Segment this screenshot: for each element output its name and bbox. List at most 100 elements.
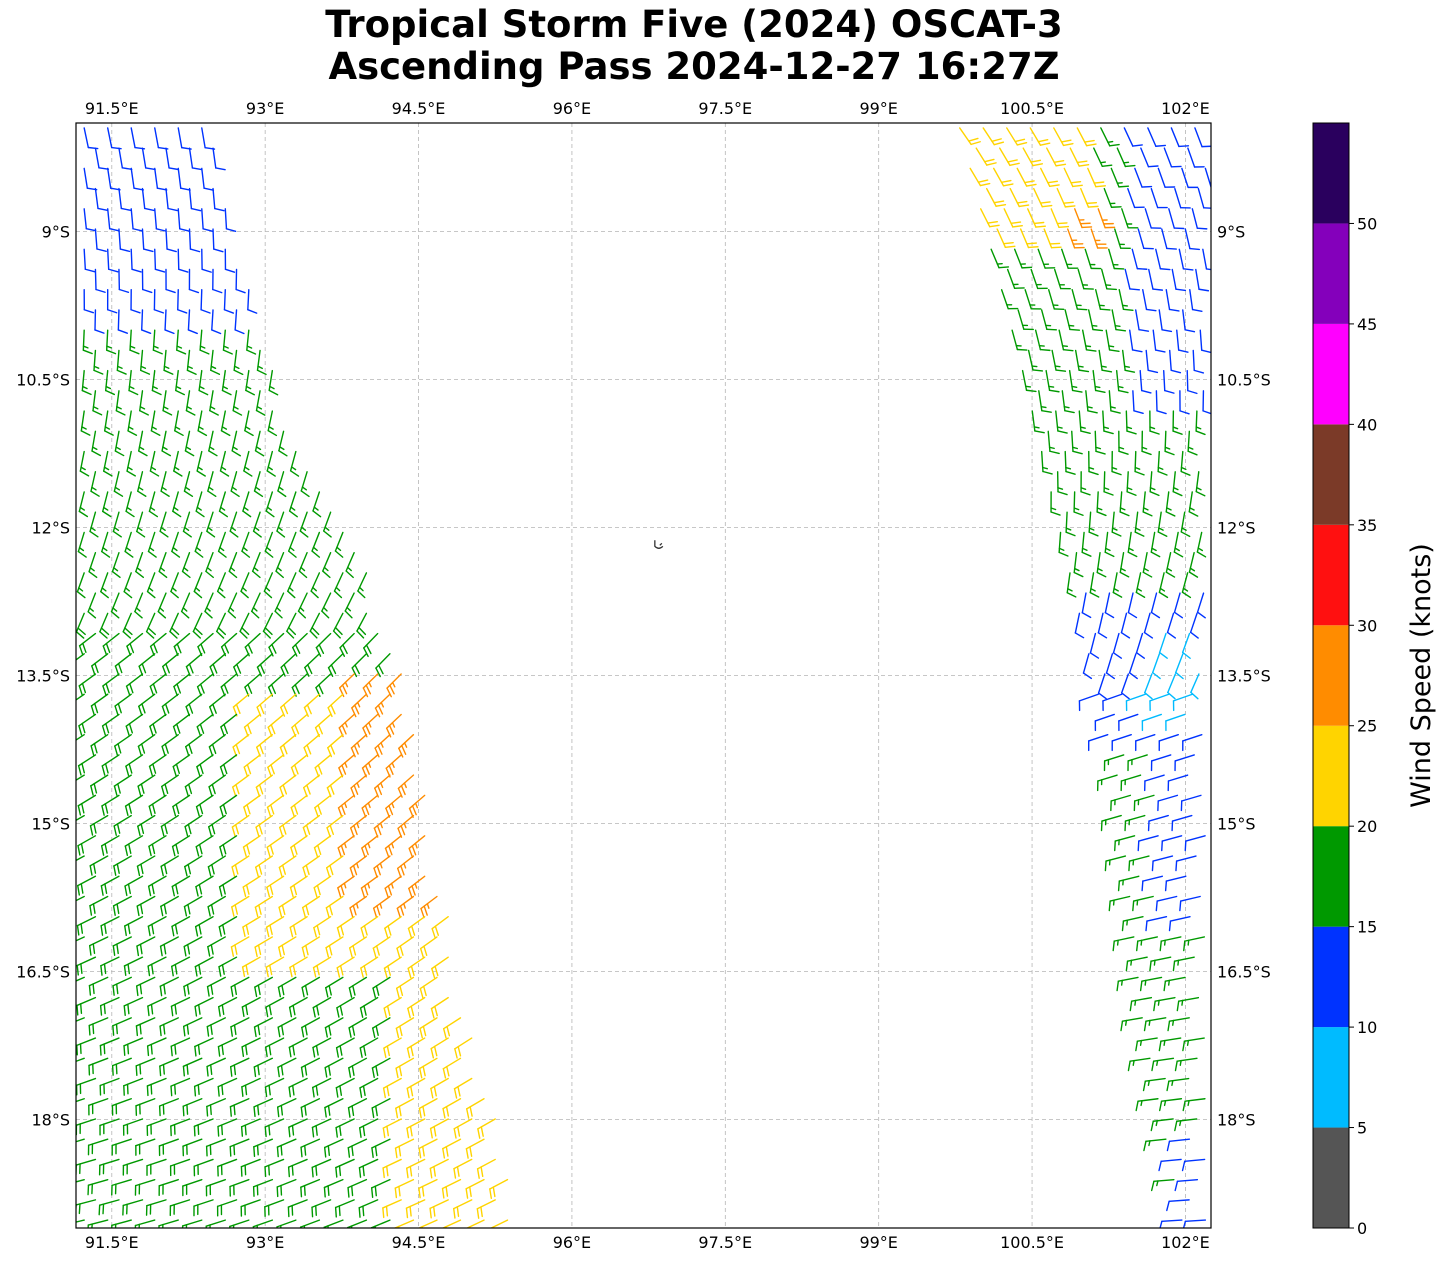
wind-barb (103, 450, 113, 477)
wind-barb (256, 349, 267, 376)
wind-barb (112, 1017, 132, 1036)
wind-barb (218, 491, 228, 518)
wind-barb (229, 1219, 250, 1228)
wind-barb (1121, 208, 1139, 229)
wind-barb (1105, 653, 1115, 680)
wind-barb (301, 1017, 321, 1038)
wind-barb (113, 774, 132, 796)
wind-barb (1096, 774, 1118, 792)
wind-barb (194, 1037, 214, 1057)
wind-barb (311, 1158, 332, 1178)
wind-barb (1047, 289, 1065, 310)
wind-barb (264, 1118, 285, 1138)
wind-barb (240, 1158, 261, 1177)
wind-barb (183, 471, 194, 497)
wind-barb (1158, 632, 1168, 659)
wind-barb (255, 390, 266, 416)
map-frame (75, 122, 1212, 1229)
wind-barb (1155, 895, 1178, 912)
wind-barb (230, 1017, 250, 1037)
wind-barb (117, 309, 128, 334)
wind-barb (278, 430, 288, 457)
wind-barb (231, 430, 241, 457)
wind-barb (1073, 551, 1084, 578)
wind-barb (239, 612, 250, 639)
wind-barb (160, 471, 170, 497)
wind-barb (1133, 794, 1155, 812)
wind-barb (1053, 127, 1074, 147)
wind-barb (335, 1077, 355, 1098)
wind-barb (442, 1138, 462, 1159)
wind-barb (1181, 572, 1192, 599)
wind-barb (135, 976, 156, 997)
wind-barb (1199, 329, 1211, 354)
wind-barb (78, 491, 89, 518)
wind-barb (76, 855, 85, 862)
lon-ticks-top: 91.5°E 93°E 94.5°E 96°E 97.5°E 99°E 100.5°E 102… (85, 99, 1210, 118)
wind-barb (265, 956, 285, 978)
wind-barb (218, 996, 238, 1017)
wind-barb (89, 814, 109, 836)
wind-barb (220, 713, 238, 737)
wind-barb (264, 1077, 285, 1098)
wind-barb (212, 187, 225, 212)
wind-barb (76, 1199, 97, 1215)
wind-barb (183, 976, 203, 997)
wind-barb (242, 916, 261, 938)
wind-barb (1168, 916, 1191, 932)
wind-barb (431, 956, 449, 979)
wind-barb (217, 1037, 238, 1057)
wind-barb (251, 551, 261, 579)
wind-barb (1040, 167, 1060, 187)
wind-barb (1104, 855, 1127, 872)
wind-barb (182, 1138, 203, 1157)
wind-barb (1088, 511, 1099, 537)
wind-barb (1142, 551, 1153, 578)
wind-barb (83, 289, 95, 314)
wind-barb (993, 167, 1014, 187)
wind-barb (1190, 673, 1200, 700)
wind-barb (149, 450, 160, 477)
wind-barb (1151, 855, 1174, 872)
wind-barb (349, 814, 368, 838)
wind-barb (169, 612, 180, 639)
wind-barb (151, 369, 162, 396)
wind-barb (334, 1199, 355, 1218)
wind-barb (252, 511, 262, 538)
wind-barb (300, 1178, 321, 1198)
wind-barb (1165, 713, 1186, 732)
colorbar-segment (1313, 1127, 1349, 1228)
wind-barb (1150, 592, 1161, 619)
wind-barb (247, 289, 258, 314)
wind-barb (1128, 653, 1138, 680)
wind-barb (123, 1077, 144, 1096)
wind-barb (1145, 916, 1168, 932)
wind-barb (1081, 592, 1092, 619)
wind-barb (1158, 1098, 1183, 1112)
lon-tick-label-bottom: 99°E (859, 1233, 897, 1252)
wind-barb (359, 1118, 379, 1138)
wind-barb (240, 1118, 261, 1137)
wind-barb (1040, 450, 1053, 475)
wind-barb (242, 835, 261, 857)
wind-barb (347, 1178, 368, 1198)
wind-barb (278, 936, 297, 958)
wind-barb (99, 1118, 120, 1136)
wind-barb (268, 369, 279, 396)
wind-barb (228, 551, 238, 579)
wind-barb (1108, 390, 1121, 414)
wind-barb (140, 349, 151, 375)
wind-barb (1164, 430, 1175, 456)
wind-barb (1127, 754, 1148, 772)
wind-barb (265, 916, 285, 938)
wind-barb (1187, 430, 1198, 456)
wind-barb (206, 1098, 226, 1117)
wind-barb (149, 713, 167, 737)
wind-barb (231, 814, 250, 837)
wind-barb (98, 1199, 120, 1216)
wind-barb (194, 956, 214, 977)
wind-barb (1074, 208, 1093, 229)
wind-barb (185, 733, 203, 757)
wind-barb (125, 491, 135, 518)
wind-barb (1182, 1098, 1206, 1112)
